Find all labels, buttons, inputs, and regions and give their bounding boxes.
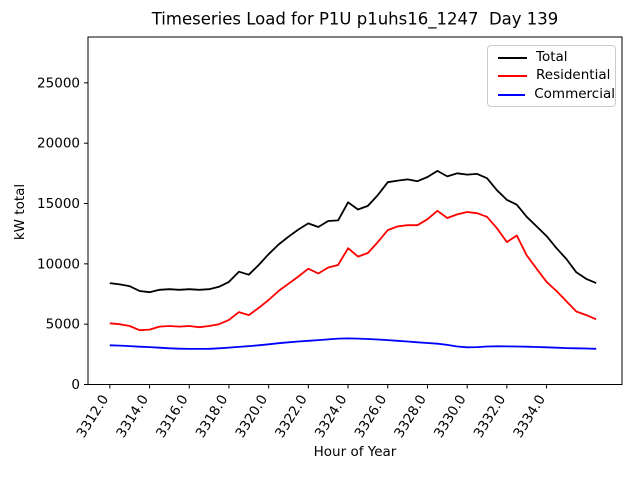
legend-line-swatch-residential	[498, 75, 527, 77]
y-tick-label: 15000	[37, 196, 80, 212]
y-tick-label: 0	[71, 377, 80, 393]
axes-frame	[87, 36, 623, 385]
x-tick-label: 3320.0	[232, 392, 271, 441]
legend: Total Residential Commercial	[487, 45, 616, 107]
y-tick-label: 5000	[46, 317, 80, 333]
x-tick-label: 3314.0	[113, 392, 152, 441]
y-tick-label: 25000	[37, 75, 80, 91]
legend-item-total: Total	[498, 49, 615, 67]
x-tick-label: 3328.0	[391, 392, 430, 441]
y-tick-label: 10000	[37, 256, 80, 272]
x-tick-label: 3332.0	[471, 392, 510, 441]
x-tick-label: 3316.0	[153, 392, 192, 441]
x-tick-label: 3330.0	[431, 392, 470, 441]
y-tick-label: 20000	[37, 136, 80, 152]
series-line-total	[109, 169, 597, 294]
x-tick-label: 3334.0	[510, 392, 549, 441]
legend-label-commercial: Commercial	[534, 85, 615, 102]
x-tick-label: 3318.0	[193, 392, 232, 441]
x-tick-label: 3312.0	[74, 392, 113, 441]
x-tick-label: 3326.0	[352, 392, 391, 441]
x-tick-label: 3324.0	[312, 392, 351, 441]
legend-line-swatch-total	[498, 56, 527, 59]
series-line-commercial	[109, 337, 597, 350]
legend-label-residential: Residential	[536, 67, 611, 84]
legend-line-swatch-commercial	[498, 93, 526, 96]
series-line-residential	[109, 209, 597, 332]
x-axis-label: Hour of Year	[313, 444, 397, 460]
legend-label-total: Total	[536, 48, 568, 65]
legend-item-commercial: Commercial	[498, 86, 615, 104]
x-tick-label: 3322.0	[272, 392, 311, 441]
chart-title: Timeseries Load for P1U p1uhs16_1247 Day…	[151, 9, 559, 29]
legend-item-residential: Residential	[498, 67, 615, 85]
